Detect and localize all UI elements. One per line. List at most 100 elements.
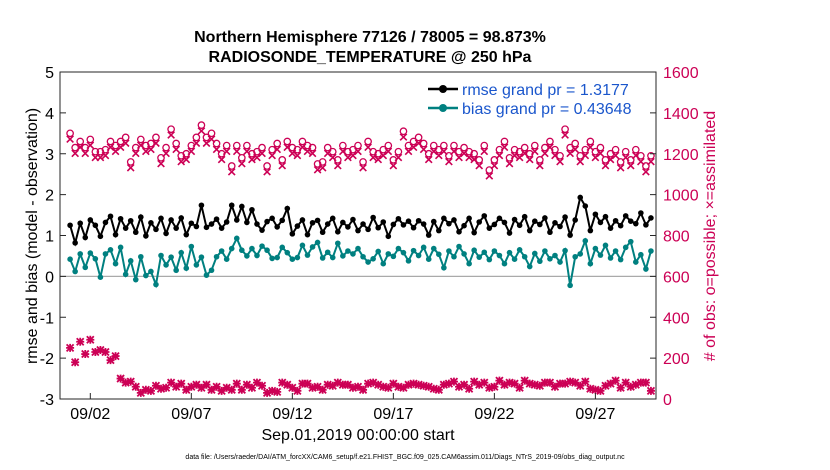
obs-assimilated-near-possible	[273, 145, 282, 154]
rmse-point	[481, 213, 488, 219]
rmse-point	[607, 225, 614, 231]
rmse-point	[562, 214, 568, 220]
obs-assimilated-near-possible	[424, 155, 433, 164]
obs-assimilated-near-possible	[561, 131, 569, 139]
obs-assimilated-point	[111, 351, 120, 361]
rmse-point	[193, 223, 200, 230]
bias-point	[542, 248, 548, 254]
x-tick-label: 09/12	[272, 406, 312, 423]
rmse-point	[400, 222, 407, 228]
rmse-point	[491, 221, 498, 228]
bias-point	[521, 253, 528, 260]
rmse-point	[360, 221, 366, 227]
rmse-point	[228, 202, 235, 209]
y-tick-label: 0	[45, 269, 54, 286]
bias-point	[213, 253, 220, 260]
rmse-point	[345, 224, 351, 230]
rmse-point	[173, 225, 179, 231]
obs-assimilated-point	[318, 385, 327, 394]
rmse-point	[547, 229, 553, 236]
obs-assimilated-point	[550, 382, 560, 391]
obs-assimilated-point	[288, 383, 297, 392]
rmse-point	[264, 218, 270, 225]
obs-possible-point	[419, 139, 428, 148]
obs-assimilated-point	[596, 386, 605, 395]
obs-possible-point	[551, 145, 559, 154]
bias-point	[102, 251, 109, 257]
obs-assimilated-point	[454, 382, 464, 391]
rmse-point	[314, 217, 321, 224]
legend-bias-marker	[439, 104, 447, 112]
obs-possible-point	[106, 137, 115, 146]
obs-possible-point	[268, 145, 276, 154]
obs-assimilated-point	[636, 378, 645, 387]
chart-title-line-1: Northern Hemisphere 77126 / 78005 = 98.8…	[194, 29, 546, 46]
rmse-point	[486, 225, 493, 231]
rmse-point	[249, 206, 255, 213]
bias-point	[289, 256, 296, 263]
bias-point	[587, 260, 594, 267]
obs-assimilated-near-possible	[318, 163, 327, 172]
obs-possible-point	[626, 156, 635, 164]
obs-assimilated-point	[358, 385, 368, 394]
rmse-point	[72, 240, 78, 246]
rmse-point	[471, 229, 477, 236]
rmse-point	[254, 221, 260, 227]
bias-point	[112, 260, 119, 267]
obs-assimilated-point	[65, 343, 75, 353]
obs-possible-point	[76, 137, 85, 146]
obs-assimilated-near-possible	[172, 145, 181, 154]
y2-tick-label: 1400	[663, 106, 699, 123]
obs-possible-point	[541, 143, 549, 152]
bias-point	[612, 248, 619, 254]
data-file-footnote: data file: /Users/raeder/DAI/ATM_forcXX/…	[185, 454, 625, 461]
rmse-point	[138, 214, 144, 220]
obs-assimilated-near-possible	[147, 145, 155, 154]
obs-possible-point	[152, 133, 160, 142]
obs-assimilated-near-possible	[601, 161, 610, 170]
obs-assimilated-near-possible	[389, 161, 398, 170]
obs-possible-point	[621, 147, 630, 156]
rmse-point	[102, 219, 109, 226]
obs-assimilated-point	[641, 378, 651, 387]
bias-point	[269, 255, 275, 262]
bias-point	[329, 254, 336, 261]
obs-possible-point	[414, 133, 423, 142]
bias-point	[72, 268, 78, 275]
obs-assimilated-point	[545, 378, 555, 387]
obs-assimilated-point	[510, 379, 519, 388]
bias-point	[77, 251, 84, 257]
obs-assimilated-near-possible	[505, 159, 514, 168]
bias-point	[284, 249, 291, 256]
rmse-point	[375, 224, 382, 231]
obs-possible-point	[359, 158, 367, 166]
obs-assimilated-point	[616, 383, 625, 392]
bias-point	[67, 256, 73, 263]
obs-assimilated-point	[586, 384, 595, 393]
obs-assimilated-point	[247, 383, 257, 392]
bias-point	[117, 244, 124, 251]
obs-assimilated-near-possible	[344, 153, 352, 162]
bias-point	[526, 263, 533, 270]
obs-assimilated-point	[273, 387, 282, 396]
rmse-point	[405, 218, 412, 224]
obs-possible-point	[162, 143, 170, 152]
bias-point	[627, 238, 634, 245]
obs-possible-point	[440, 141, 448, 150]
obs-assimilated-point	[81, 349, 90, 359]
rmse-point	[153, 226, 159, 233]
obs-assimilated-near-possible	[308, 149, 317, 158]
rmse-point	[612, 217, 619, 224]
rmse-point	[178, 215, 185, 221]
rmse-point	[132, 229, 139, 236]
obs-assimilated-point	[530, 380, 539, 389]
obs-assimilated-near-possible	[278, 161, 287, 170]
obs-assimilated-point	[520, 376, 529, 385]
obs-assimilated-point	[156, 384, 166, 393]
obs-assimilated-near-possible	[333, 161, 342, 170]
bias-point	[324, 249, 331, 256]
obs-assimilated-near-possible	[626, 161, 635, 170]
obs-assimilated-near-possible	[354, 147, 362, 156]
obs-assimilated-point	[161, 383, 171, 392]
